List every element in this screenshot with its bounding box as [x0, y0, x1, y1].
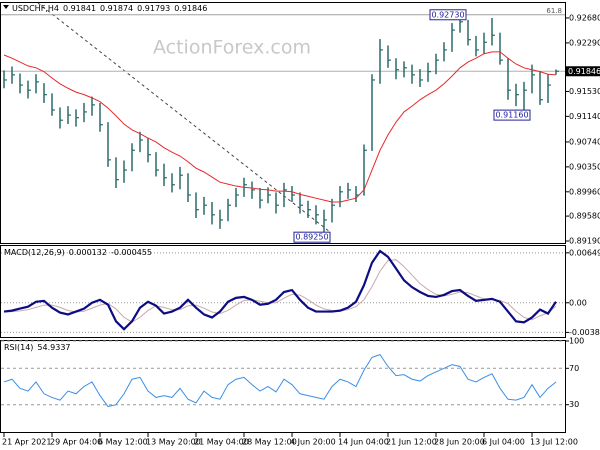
- y-tick-label: 70: [569, 364, 579, 373]
- x-tick-label: 14 Jun 04:00: [338, 438, 389, 447]
- rsi-line: [3, 354, 557, 408]
- y-tick-label: 0.91140: [569, 112, 600, 121]
- menu-icon: [3, 5, 9, 9]
- x-tick-label: 28 May 12:00: [242, 438, 297, 447]
- price-annotation-box: [429, 9, 467, 21]
- header-value: 54.9337: [37, 343, 70, 352]
- price-annotation: 0.92730: [431, 10, 464, 19]
- macd-line: [3, 249, 557, 331]
- x-tick-label: 13 May 20:00: [146, 438, 201, 447]
- panel-header: USDCHF,H4 0.91841 0.91874 0.91793 0.91846: [12, 4, 207, 13]
- y-tick-label: 0.91530: [569, 87, 600, 96]
- last-price-label: 0.91846: [568, 67, 600, 76]
- x-tick-label: 29 Apr 04:00: [50, 438, 102, 447]
- y-tick-label: 0.00: [569, 298, 587, 307]
- price-annotation: 0.89250: [295, 233, 328, 242]
- indicator-title: MACD(12,26,9): [4, 248, 65, 257]
- y-tick-label: 0.90740: [569, 137, 600, 146]
- y-tick-label: 0.89580: [569, 212, 600, 221]
- last-price-box: [566, 66, 600, 77]
- indicator-title: RSI(14): [4, 343, 33, 352]
- panel-header: MACD(12,26,9) 0.000132 -0.000455: [4, 248, 152, 257]
- header-value: 0.91793: [137, 4, 170, 13]
- y-tick-label: 0.92680: [569, 13, 600, 22]
- price-panel: [0, 2, 566, 244]
- header-value: 0.91841: [63, 4, 96, 13]
- y-tick-label: 0.89960: [569, 187, 600, 196]
- x-tick-label: 13 Jul 12:00: [530, 438, 578, 447]
- y-tick-label: 0.89190: [569, 237, 600, 246]
- header-value: 0.000132: [69, 248, 107, 257]
- header-value: -0.000455: [111, 248, 152, 257]
- trend-line: [37, 2, 331, 233]
- x-tick-label: 21 May 04:00: [194, 438, 249, 447]
- macd-panel: [0, 245, 566, 338]
- panel-header: RSI(14) 54.9337: [4, 343, 71, 352]
- x-tick-label: 4 Jun 20:00: [290, 438, 336, 447]
- x-tick-label: 28 Jun 20:00: [434, 438, 485, 447]
- x-tick-label: 21 Apr 2021: [2, 438, 51, 447]
- y-tick-label: -0.003855: [569, 328, 600, 337]
- x-tick-label: 6 May 12:00: [98, 438, 148, 447]
- x-tick-label: 6 Jul 04:00: [482, 438, 525, 447]
- fib-level-label: 61.8: [546, 7, 562, 15]
- y-tick-label: 30: [569, 400, 579, 409]
- y-tick-label: 0.90350: [569, 162, 600, 171]
- x-tick-label: 21 Jun 12:00: [386, 438, 437, 447]
- y-tick-label: 0.00649: [569, 248, 600, 257]
- moving-average: [3, 51, 557, 203]
- price-annotation-box: [293, 231, 331, 243]
- price-annotation-box: [493, 109, 531, 121]
- symbol: USDCHF,H4: [12, 4, 59, 13]
- header-value: 0.91874: [100, 4, 133, 13]
- watermark: ActionForex.com: [153, 37, 311, 59]
- header-value: 0.91846: [174, 4, 207, 13]
- price-annotation: 0.91160: [495, 111, 528, 120]
- y-tick-label: 100: [569, 337, 584, 346]
- y-tick-label: 0.92290: [569, 38, 600, 47]
